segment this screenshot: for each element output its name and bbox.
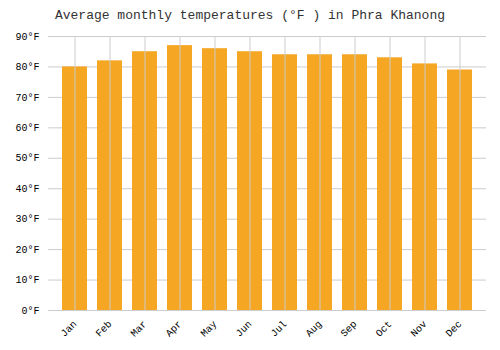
svg-text:Oct: Oct (374, 319, 395, 340)
svg-text:30°F: 30°F (15, 214, 39, 225)
svg-text:Sep: Sep (339, 319, 360, 340)
svg-text:Jun: Jun (234, 319, 255, 340)
svg-text:Apr: Apr (164, 319, 185, 340)
svg-text:20°F: 20°F (15, 245, 39, 256)
svg-text:10°F: 10°F (15, 275, 39, 286)
svg-text:40°F: 40°F (15, 184, 39, 195)
svg-text:Aug: Aug (304, 319, 325, 340)
svg-text:0°F: 0°F (21, 306, 39, 317)
svg-text:70°F: 70°F (15, 93, 39, 104)
svg-text:Feb: Feb (94, 319, 115, 340)
svg-text:Mar: Mar (129, 319, 150, 340)
svg-text:May: May (199, 319, 220, 340)
svg-text:50°F: 50°F (15, 153, 39, 164)
svg-text:90°F: 90°F (15, 32, 39, 43)
svg-text:Jan: Jan (59, 319, 80, 340)
svg-text:Dec: Dec (444, 319, 465, 340)
html-text:Average monthly temperatures (: Average monthly temperatures (°F ) in Ph… (55, 8, 445, 23)
svg-text:60°F: 60°F (15, 123, 39, 134)
svg-text:80°F: 80°F (15, 62, 39, 73)
svg-text:Jul: Jul (269, 319, 290, 340)
svg-text:Nov: Nov (409, 319, 430, 340)
